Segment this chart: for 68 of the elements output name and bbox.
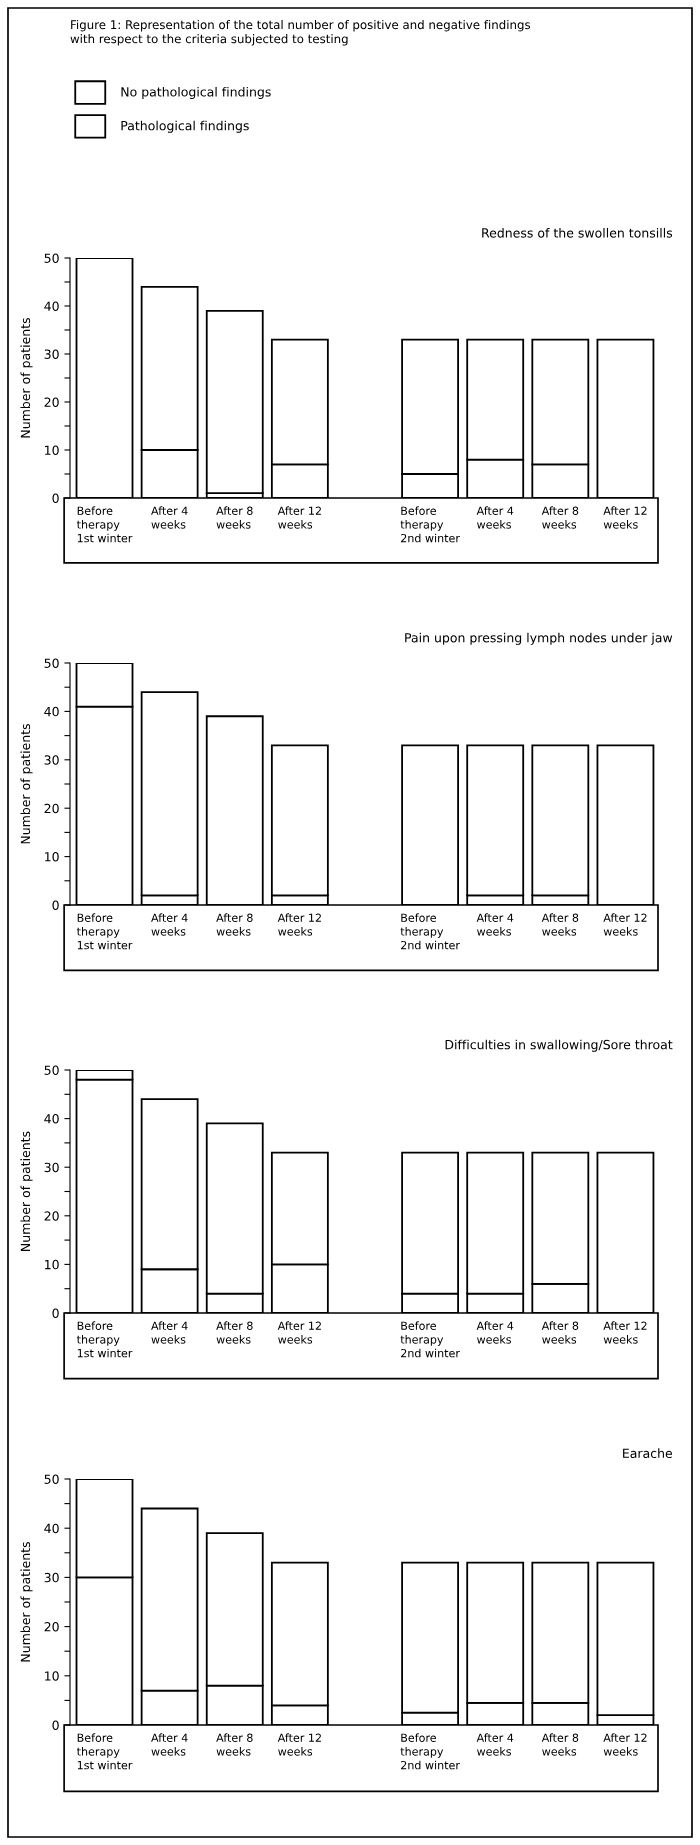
caption: Figure 1: Representation of the total number of positive and negative findings with respect to the criteria subjected to testing bbox=[70, 20, 531, 46]
y-tick-label: 0 bbox=[52, 900, 59, 910]
x-tick-label: Before therapy 2nd winter bbox=[400, 506, 460, 543]
x-tick-label: Before therapy 1st winter bbox=[76, 1733, 133, 1770]
x-tick-label: After 4 weeks bbox=[476, 913, 514, 936]
x-tick-label: After 8 weeks bbox=[541, 1321, 579, 1344]
y-tick-label: 10 bbox=[45, 852, 59, 862]
x-tick-label: After 8 weeks bbox=[216, 506, 253, 529]
y-axis-title: Number of patients bbox=[20, 724, 33, 844]
chart-title: Redness of the swollen tonsills bbox=[482, 227, 673, 238]
x-tick-label: After 8 weeks bbox=[216, 913, 253, 936]
y-tick-label: 0 bbox=[52, 1720, 59, 1730]
y-tick-label: 10 bbox=[45, 445, 59, 455]
x-tick-label: After 12 weeks bbox=[603, 1321, 647, 1344]
y-tick-label: 20 bbox=[44, 397, 59, 407]
y-tick-label: 10 bbox=[45, 1259, 59, 1270]
x-tick-label: After 12 weeks bbox=[277, 1321, 321, 1344]
y-tick-label: 0 bbox=[52, 493, 59, 503]
x-tick-label: After 12 weeks bbox=[277, 1733, 321, 1756]
x-tick-label: Before therapy 1st winter bbox=[76, 506, 133, 543]
legend-label: No pathological findings bbox=[121, 86, 271, 99]
x-tick-label: Before therapy 2nd winter bbox=[400, 1733, 460, 1770]
x-tick-label: After 8 weeks bbox=[216, 1733, 253, 1756]
chart-title: Difficulties in swallowing/Sore throat bbox=[445, 1039, 673, 1052]
y-axis-title: Number of patients bbox=[20, 318, 33, 438]
x-tick-label: After 4 weeks bbox=[151, 1733, 188, 1756]
x-tick-label: After 4 weeks bbox=[151, 1321, 188, 1344]
x-tick-label: After 12 weeks bbox=[603, 1733, 647, 1756]
y-tick-label: 30 bbox=[44, 755, 59, 765]
x-tick-label: Before therapy 2nd winter bbox=[400, 913, 460, 950]
x-tick-label: After 12 weeks bbox=[603, 506, 647, 529]
x-tick-label: After 4 weeks bbox=[476, 1321, 514, 1344]
x-tick-label: After 4 weeks bbox=[476, 506, 514, 529]
x-tick-label: Before therapy 1st winter bbox=[76, 913, 133, 950]
y-tick-label: 30 bbox=[44, 349, 59, 359]
y-tick-label: 10 bbox=[45, 1671, 59, 1681]
y-tick-label: 50 bbox=[44, 658, 59, 668]
chart-title: Earache bbox=[623, 1448, 673, 1459]
y-tick-label: 20 bbox=[44, 1622, 59, 1632]
x-tick-label: Before therapy 1st winter bbox=[76, 1321, 133, 1358]
x-tick-label: After 8 weeks bbox=[541, 1733, 579, 1756]
legend-label: Pathological findings bbox=[121, 120, 249, 133]
y-tick-label: 50 bbox=[44, 1474, 59, 1484]
y-tick-label: 30 bbox=[44, 1162, 59, 1173]
bar bbox=[205, 309, 264, 495]
x-tick-label: After 12 weeks bbox=[277, 506, 321, 529]
y-axis-title: Number of patients bbox=[20, 1542, 33, 1662]
y-axis-title: Number of patients bbox=[20, 1131, 33, 1251]
y-tick-label: 40 bbox=[44, 1114, 59, 1124]
x-tick-label: After 4 weeks bbox=[151, 913, 188, 936]
x-tick-label: After 8 weeks bbox=[541, 506, 579, 529]
x-tick-label: After 12 weeks bbox=[603, 913, 647, 936]
y-tick-label: 20 bbox=[44, 803, 59, 814]
y-tick-label: 0 bbox=[52, 1308, 59, 1318]
y-tick-label: 30 bbox=[44, 1572, 59, 1583]
x-tick-label: After 4 weeks bbox=[476, 1733, 514, 1756]
chart-title: Pain upon pressing lymph nodes under jaw bbox=[405, 632, 673, 645]
x-tick-label: After 4 weeks bbox=[151, 506, 188, 529]
x-tick-label: After 12 weeks bbox=[277, 913, 321, 936]
x-tick-label: Before therapy 2nd winter bbox=[400, 1321, 460, 1358]
y-tick-label: 40 bbox=[44, 706, 59, 717]
y-tick-label: 20 bbox=[44, 1211, 59, 1221]
y-tick-label: 50 bbox=[44, 1065, 59, 1075]
y-tick-label: 50 bbox=[44, 253, 59, 263]
y-tick-label: 40 bbox=[44, 301, 59, 311]
x-tick-label: After 8 weeks bbox=[216, 1321, 253, 1344]
x-tick-label: After 8 weeks bbox=[541, 913, 579, 936]
y-tick-label: 40 bbox=[44, 1523, 59, 1534]
